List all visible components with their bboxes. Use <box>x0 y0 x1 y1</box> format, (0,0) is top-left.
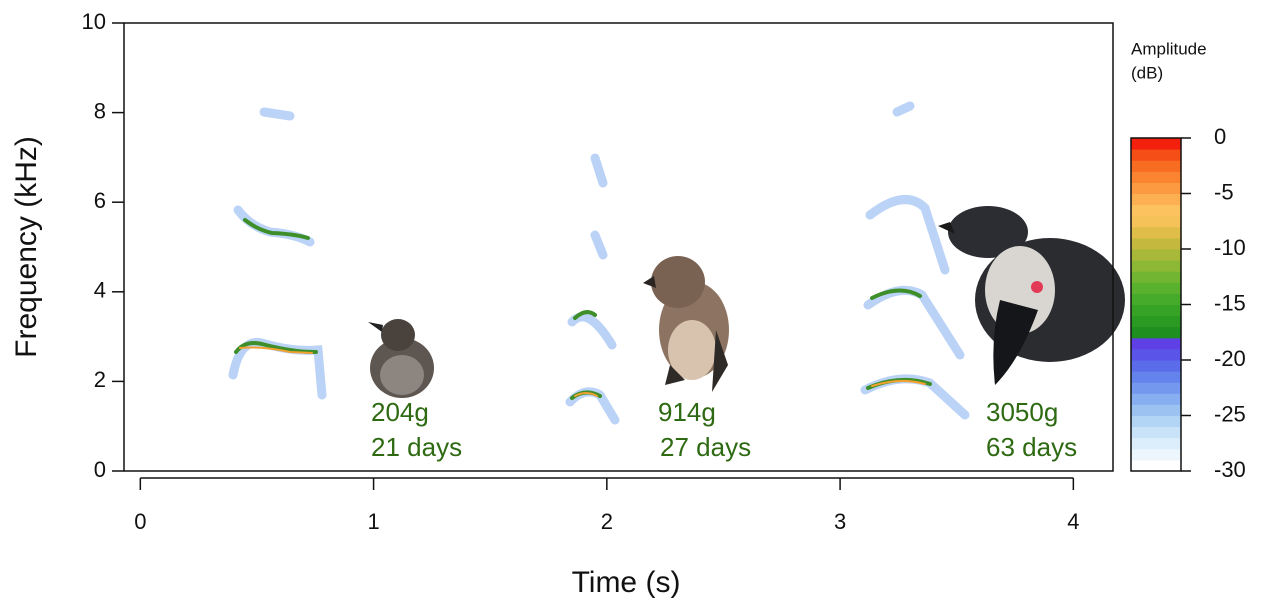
colorbar-swatch <box>1131 194 1181 206</box>
colorbar-swatch <box>1131 238 1181 250</box>
colorbar-swatch <box>1131 293 1181 305</box>
colorbar-swatch <box>1131 360 1181 372</box>
colorbar-swatch <box>1131 371 1181 383</box>
colorbar-tick-label: -30 <box>1214 457 1246 482</box>
colorbar-swatch <box>1131 316 1181 328</box>
chart: 204g 21 days 914g 27 days 3050g 63 days Time … <box>0 0 1261 603</box>
annotation: 63 days <box>986 432 1077 462</box>
x-tick-label: 1 <box>367 509 379 534</box>
colorbar-swatch <box>1131 416 1181 428</box>
colorbar-swatch <box>1131 327 1181 339</box>
x-tick-label: 0 <box>134 509 146 534</box>
colorbar-tick-label: -5 <box>1214 179 1234 204</box>
colorbar-tick-label: 0 <box>1214 124 1226 149</box>
annotation: 27 days <box>660 432 751 462</box>
colorbar-swatch <box>1131 249 1181 261</box>
colorbar-tick-label: -20 <box>1214 346 1246 371</box>
y-tick-label: 8 <box>94 98 106 123</box>
annotation: 204g <box>371 397 429 427</box>
colorbar-tick-label: -15 <box>1214 290 1246 315</box>
y-tick-label: 2 <box>94 367 106 392</box>
annotation: 3050g <box>986 397 1058 427</box>
x-tick-label: 3 <box>834 509 846 534</box>
colorbar-swatch <box>1131 460 1181 472</box>
x-axis-title: Time (s) <box>572 566 681 599</box>
colorbar-swatch <box>1131 271 1181 283</box>
colorbar-swatch <box>1131 305 1181 317</box>
colorbar-swatch <box>1131 393 1181 405</box>
colorbar-swatch <box>1131 382 1181 394</box>
y-tick-label: 4 <box>94 278 106 303</box>
colorbar-swatch <box>1131 404 1181 416</box>
colorbar-swatch <box>1131 227 1181 239</box>
y-tick-label: 10 <box>82 9 106 34</box>
annotations: 204g 21 days 914g 27 days 3050g 63 days <box>371 397 1077 462</box>
colorbar-swatch <box>1131 427 1181 439</box>
annotation: 914g <box>658 397 716 427</box>
colorbar-swatch <box>1131 138 1181 150</box>
colorbar-swatch <box>1131 205 1181 217</box>
y-tick-label: 6 <box>94 188 106 213</box>
colorbar-title: Amplitude <box>1131 39 1207 58</box>
colorbar-swatch <box>1131 449 1181 461</box>
colorbar-swatch <box>1131 282 1181 294</box>
spectrogram-traces <box>233 106 965 420</box>
colorbar-swatch <box>1131 216 1181 228</box>
y-tick-label: 0 <box>94 457 106 482</box>
colorbar-swatch <box>1131 182 1181 194</box>
colorbar-swatch <box>1131 338 1181 350</box>
colorbar-tick-label: -10 <box>1214 235 1246 260</box>
annotation: 21 days <box>371 432 462 462</box>
x-tick-label: 2 <box>601 509 613 534</box>
x-tick-label: 4 <box>1067 509 1079 534</box>
penguin-images <box>368 206 1125 398</box>
colorbar-swatch <box>1131 149 1181 161</box>
colorbar-swatch <box>1131 171 1181 183</box>
colorbar-swatch <box>1131 260 1181 272</box>
colorbar-tick-label: -25 <box>1214 401 1246 426</box>
colorbar-swatch <box>1131 160 1181 172</box>
y-axis-title: Frequency (kHz) <box>10 136 43 358</box>
colorbar-swatch <box>1131 349 1181 361</box>
colorbar-title: (dB) <box>1131 63 1163 82</box>
colorbar-swatch <box>1131 438 1181 450</box>
